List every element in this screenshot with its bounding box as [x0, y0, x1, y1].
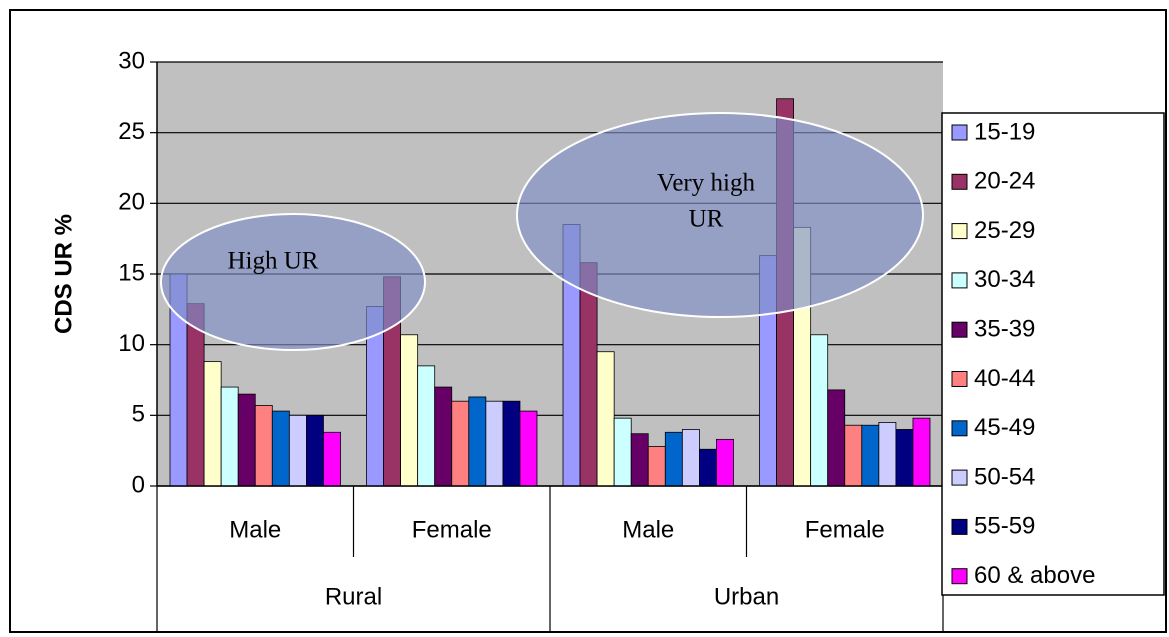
legend-label: 60 & above [974, 562, 1095, 589]
x-tick-label: Male [229, 516, 281, 543]
annotation-text: High UR [228, 248, 319, 275]
bar [664, 431, 683, 487]
bar [844, 424, 863, 487]
legend-box [941, 112, 1165, 596]
bar [502, 400, 521, 487]
y-tick-label: 25 [118, 118, 145, 145]
legend-label: 35-39 [974, 316, 1035, 343]
legend-label: 20-24 [974, 168, 1035, 195]
bar [271, 410, 290, 487]
legend-swatch [951, 223, 968, 240]
bar [716, 438, 734, 487]
legend-label: 45-49 [974, 414, 1035, 441]
bar [434, 386, 453, 487]
bar [519, 410, 538, 487]
legend-label: 30-34 [974, 266, 1035, 293]
bar [613, 417, 632, 487]
legend-swatch [951, 173, 968, 190]
legend-label: 25-29 [974, 217, 1035, 244]
group-label: Rural [325, 583, 382, 610]
bar [699, 448, 717, 487]
y-tick-label: 15 [118, 259, 145, 286]
x-tick-label: Female [805, 516, 885, 543]
bar [596, 351, 615, 487]
y-tick-label: 20 [118, 189, 145, 216]
y-axis-label: CDS UR % [50, 214, 77, 334]
bar [630, 433, 649, 487]
annotation-ellipse [516, 112, 924, 318]
bar [323, 431, 341, 487]
bar [417, 365, 436, 487]
bar [827, 389, 846, 487]
bar [647, 446, 666, 487]
bar [254, 405, 273, 487]
bar [237, 393, 256, 487]
bar [810, 334, 829, 487]
legend-swatch [951, 321, 968, 338]
bar [288, 414, 307, 487]
group-label: Urban [714, 583, 779, 610]
x-tick-label: Male [622, 516, 674, 543]
y-tick-label: 5 [132, 401, 145, 428]
bar [220, 386, 239, 487]
bar [861, 424, 880, 487]
legend-swatch [951, 420, 968, 437]
legend-swatch [951, 568, 968, 585]
legend-swatch [951, 272, 968, 289]
legend-label: 40-44 [974, 365, 1035, 392]
annotation-text: Very high [657, 170, 755, 197]
annotation-ellipse [160, 213, 426, 351]
legend-swatch [951, 124, 968, 141]
bar [681, 429, 700, 487]
bar [485, 400, 504, 487]
legend-label: 55-59 [974, 513, 1035, 540]
legend-swatch [951, 518, 968, 535]
x-tick-label: Female [412, 516, 492, 543]
legend-swatch [951, 371, 968, 387]
bar [400, 334, 419, 487]
bar [895, 429, 914, 487]
bar [878, 421, 897, 487]
bar [912, 417, 931, 487]
legend-label: 50-54 [974, 463, 1035, 490]
bar [203, 361, 222, 487]
bar [468, 396, 487, 487]
y-tick-label: 30 [118, 47, 145, 74]
y-tick-label: 0 [132, 471, 145, 498]
y-tick-label: 10 [118, 330, 145, 357]
legend-label: 15-19 [974, 118, 1035, 145]
bar [451, 400, 470, 487]
annotation-text: UR [689, 206, 724, 233]
legend-swatch [951, 469, 968, 486]
bar [305, 414, 324, 487]
